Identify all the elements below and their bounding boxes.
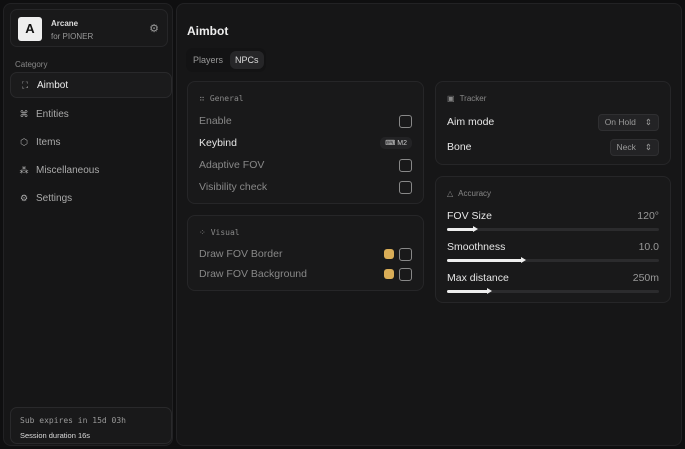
- slider-handle[interactable]: [521, 257, 527, 263]
- slider-handle[interactable]: [472, 226, 478, 232]
- max-distance-value: 250m: [632, 272, 659, 284]
- aim-mode-value: On Hold: [604, 116, 636, 127]
- app-name: Arcane: [51, 19, 79, 28]
- tracker-icon: ▣: [447, 94, 455, 103]
- general-icon: ⠶: [199, 94, 205, 103]
- slider-handle[interactable]: [487, 288, 493, 294]
- sidebar-item-label: Settings: [36, 192, 73, 204]
- category-label: Category: [15, 60, 48, 69]
- grid-icon: ⁂: [19, 164, 29, 175]
- cube-icon: ⬡: [20, 136, 28, 147]
- draw-background-checkbox[interactable]: [399, 267, 412, 281]
- bone-label: Bone: [447, 141, 472, 153]
- crosshair-icon: ⛶: [21, 79, 29, 90]
- visibility-check-label: Visibility check: [199, 181, 268, 193]
- card-title: Accuracy: [458, 189, 492, 198]
- sidebar-item-label: Aimbot: [37, 79, 69, 91]
- smoothness-label: Smoothness: [447, 241, 506, 253]
- sidebar: A Arcane for PIONER ⚙ Category ⛶ Aimbot ⌘…: [3, 3, 173, 446]
- app-subtitle: for PIONER: [51, 32, 94, 41]
- select-icon: ⇕: [644, 116, 652, 127]
- max-distance-slider[interactable]: [447, 288, 659, 294]
- visibility-check-checkbox[interactable]: [399, 180, 412, 194]
- subscription-expiry: Sub expires in 15d 03h: [20, 416, 126, 425]
- session-duration: Session duration 16s: [20, 431, 91, 440]
- aim-mode-select[interactable]: On Hold ⇕: [597, 113, 659, 131]
- sidebar-item-label: Miscellaneous: [36, 164, 100, 176]
- enable-checkbox[interactable]: [399, 114, 412, 128]
- accuracy-card: △ Accuracy FOV Size 120° Smoothness 10.0 Ma…: [435, 176, 671, 303]
- enable-label: Enable: [199, 115, 232, 127]
- sidebar-item-settings[interactable]: ⚙ Settings: [10, 185, 172, 211]
- entities-icon: ⌘: [19, 108, 29, 119]
- adaptive-fov-checkbox[interactable]: [399, 158, 412, 172]
- sidebar-item-label: Items: [36, 136, 61, 148]
- sidebar-item-miscellaneous[interactable]: ⁂ Miscellaneous: [10, 157, 172, 183]
- draw-border-checkbox[interactable]: [399, 247, 412, 261]
- card-title: General: [209, 94, 244, 103]
- tab-players[interactable]: Players: [193, 55, 224, 65]
- main-panel: Aimbot Players NPCs ⠶ General Enable Keyb…: [176, 3, 682, 446]
- keybind-value: M2: [397, 140, 407, 147]
- target-tabs: Players NPCs: [186, 48, 266, 72]
- sidebar-item-entities[interactable]: ⌘ Entities: [10, 101, 172, 127]
- logo: A: [18, 17, 42, 41]
- tracker-card: ▣ Tracker Aim mode On Hold ⇕ Bone Neck ⇕: [435, 81, 671, 165]
- tab-npcs[interactable]: NPCs: [230, 51, 264, 69]
- border-color-swatch[interactable]: [384, 249, 394, 259]
- max-distance-label: Max distance: [447, 272, 509, 284]
- bone-select[interactable]: Neck ⇕: [609, 138, 659, 156]
- gear-icon: ⚙: [19, 192, 29, 203]
- settings-gear-icon[interactable]: ⚙: [149, 23, 159, 35]
- sidebar-item-label: Entities: [36, 108, 69, 120]
- triangle-icon: △: [447, 189, 454, 198]
- sidebar-item-items[interactable]: ⬡ Items: [10, 129, 172, 155]
- page-title: Aimbot: [187, 24, 229, 38]
- draw-border-label: Draw FOV Border: [199, 248, 283, 260]
- draw-background-label: Draw FOV Background: [199, 268, 307, 280]
- background-color-swatch[interactable]: [384, 269, 394, 279]
- subscription-info: Sub expires in 15d 03h Session duration …: [10, 407, 172, 444]
- smoothness-slider[interactable]: [447, 257, 659, 263]
- bone-value: Neck: [616, 141, 636, 152]
- fov-size-slider[interactable]: [447, 226, 659, 232]
- general-card: ⠶ General Enable Keybind ⌨ M2 Adaptive FOV…: [187, 81, 424, 204]
- visual-icon: ⁘: [199, 228, 206, 237]
- visual-card: ⁘ Visual Draw FOV Border Draw FOV Backgro…: [187, 215, 424, 291]
- brand-card: A Arcane for PIONER ⚙: [10, 9, 168, 47]
- card-title: Visual: [210, 228, 240, 237]
- keybind-label: Keybind: [199, 137, 237, 149]
- fov-size-label: FOV Size: [447, 210, 492, 222]
- select-icon: ⇕: [644, 141, 652, 152]
- adaptive-fov-label: Adaptive FOV: [199, 159, 265, 171]
- aim-mode-label: Aim mode: [447, 116, 495, 128]
- smoothness-value: 10.0: [638, 241, 659, 253]
- sidebar-item-aimbot[interactable]: ⛶ Aimbot: [10, 72, 172, 98]
- card-title: Tracker: [459, 94, 487, 103]
- keybind-button[interactable]: ⌨ M2: [380, 137, 412, 149]
- fov-size-value: 120°: [637, 210, 659, 222]
